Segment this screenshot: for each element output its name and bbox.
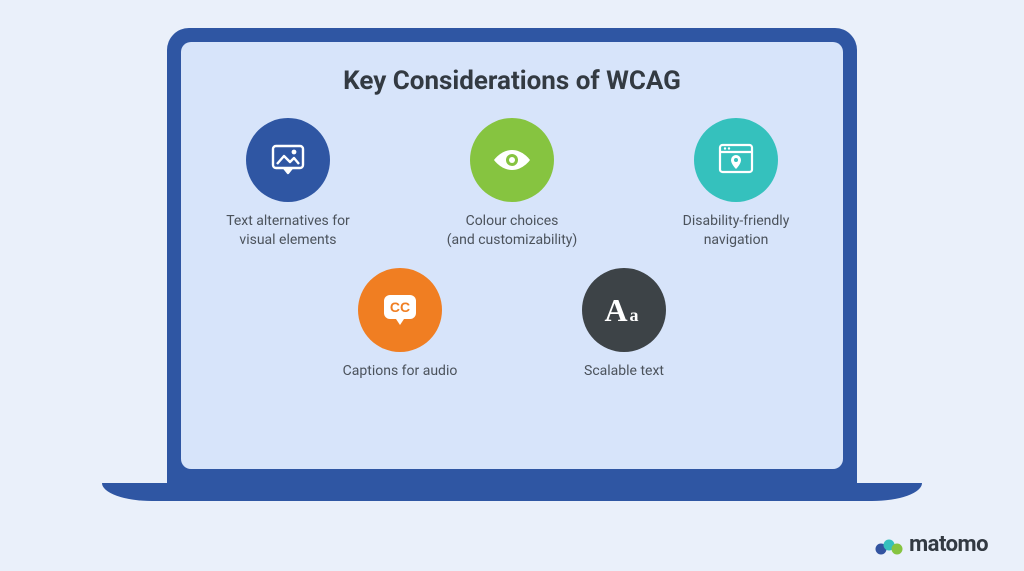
brand-logo-mark (875, 535, 903, 555)
laptop-screen-bezel: Key Considerations of WCAG Text alternat… (167, 28, 857, 483)
browser-pin-icon (694, 118, 778, 202)
consideration-item: A a Scalable text (539, 268, 709, 381)
consideration-item: Disability-friendly navigation (651, 118, 821, 250)
svg-text:A: A (604, 292, 627, 328)
image-bubble-icon (246, 118, 330, 202)
item-label: Colour choices (and customizability) (447, 212, 578, 250)
laptop-base (102, 483, 922, 501)
svg-text:a: a (630, 305, 639, 325)
consideration-item: Colour choices (and customizability) (427, 118, 597, 250)
items-row: CC Captions for audio A a Scalable text (203, 268, 821, 381)
items-row: Text alternatives for visual elements Co… (203, 118, 821, 250)
item-label: Text alternatives for visual elements (226, 212, 350, 250)
laptop-illustration: Key Considerations of WCAG Text alternat… (167, 28, 857, 501)
item-label: Disability-friendly navigation (683, 212, 790, 250)
items-grid: Text alternatives for visual elements Co… (203, 118, 821, 399)
font-size-icon: A a (582, 268, 666, 352)
item-label: Scalable text (584, 362, 664, 381)
cc-bubble-icon: CC (358, 268, 442, 352)
item-label: Captions for audio (343, 362, 458, 381)
brand-logo: matomo (875, 532, 988, 557)
consideration-item: Text alternatives for visual elements (203, 118, 373, 250)
svg-text:CC: CC (390, 299, 410, 315)
page-title: Key Considerations of WCAG (343, 66, 681, 96)
laptop-screen: Key Considerations of WCAG Text alternat… (181, 42, 843, 469)
brand-name: matomo (909, 532, 988, 557)
consideration-item: CC Captions for audio (315, 268, 485, 381)
eye-icon (470, 118, 554, 202)
